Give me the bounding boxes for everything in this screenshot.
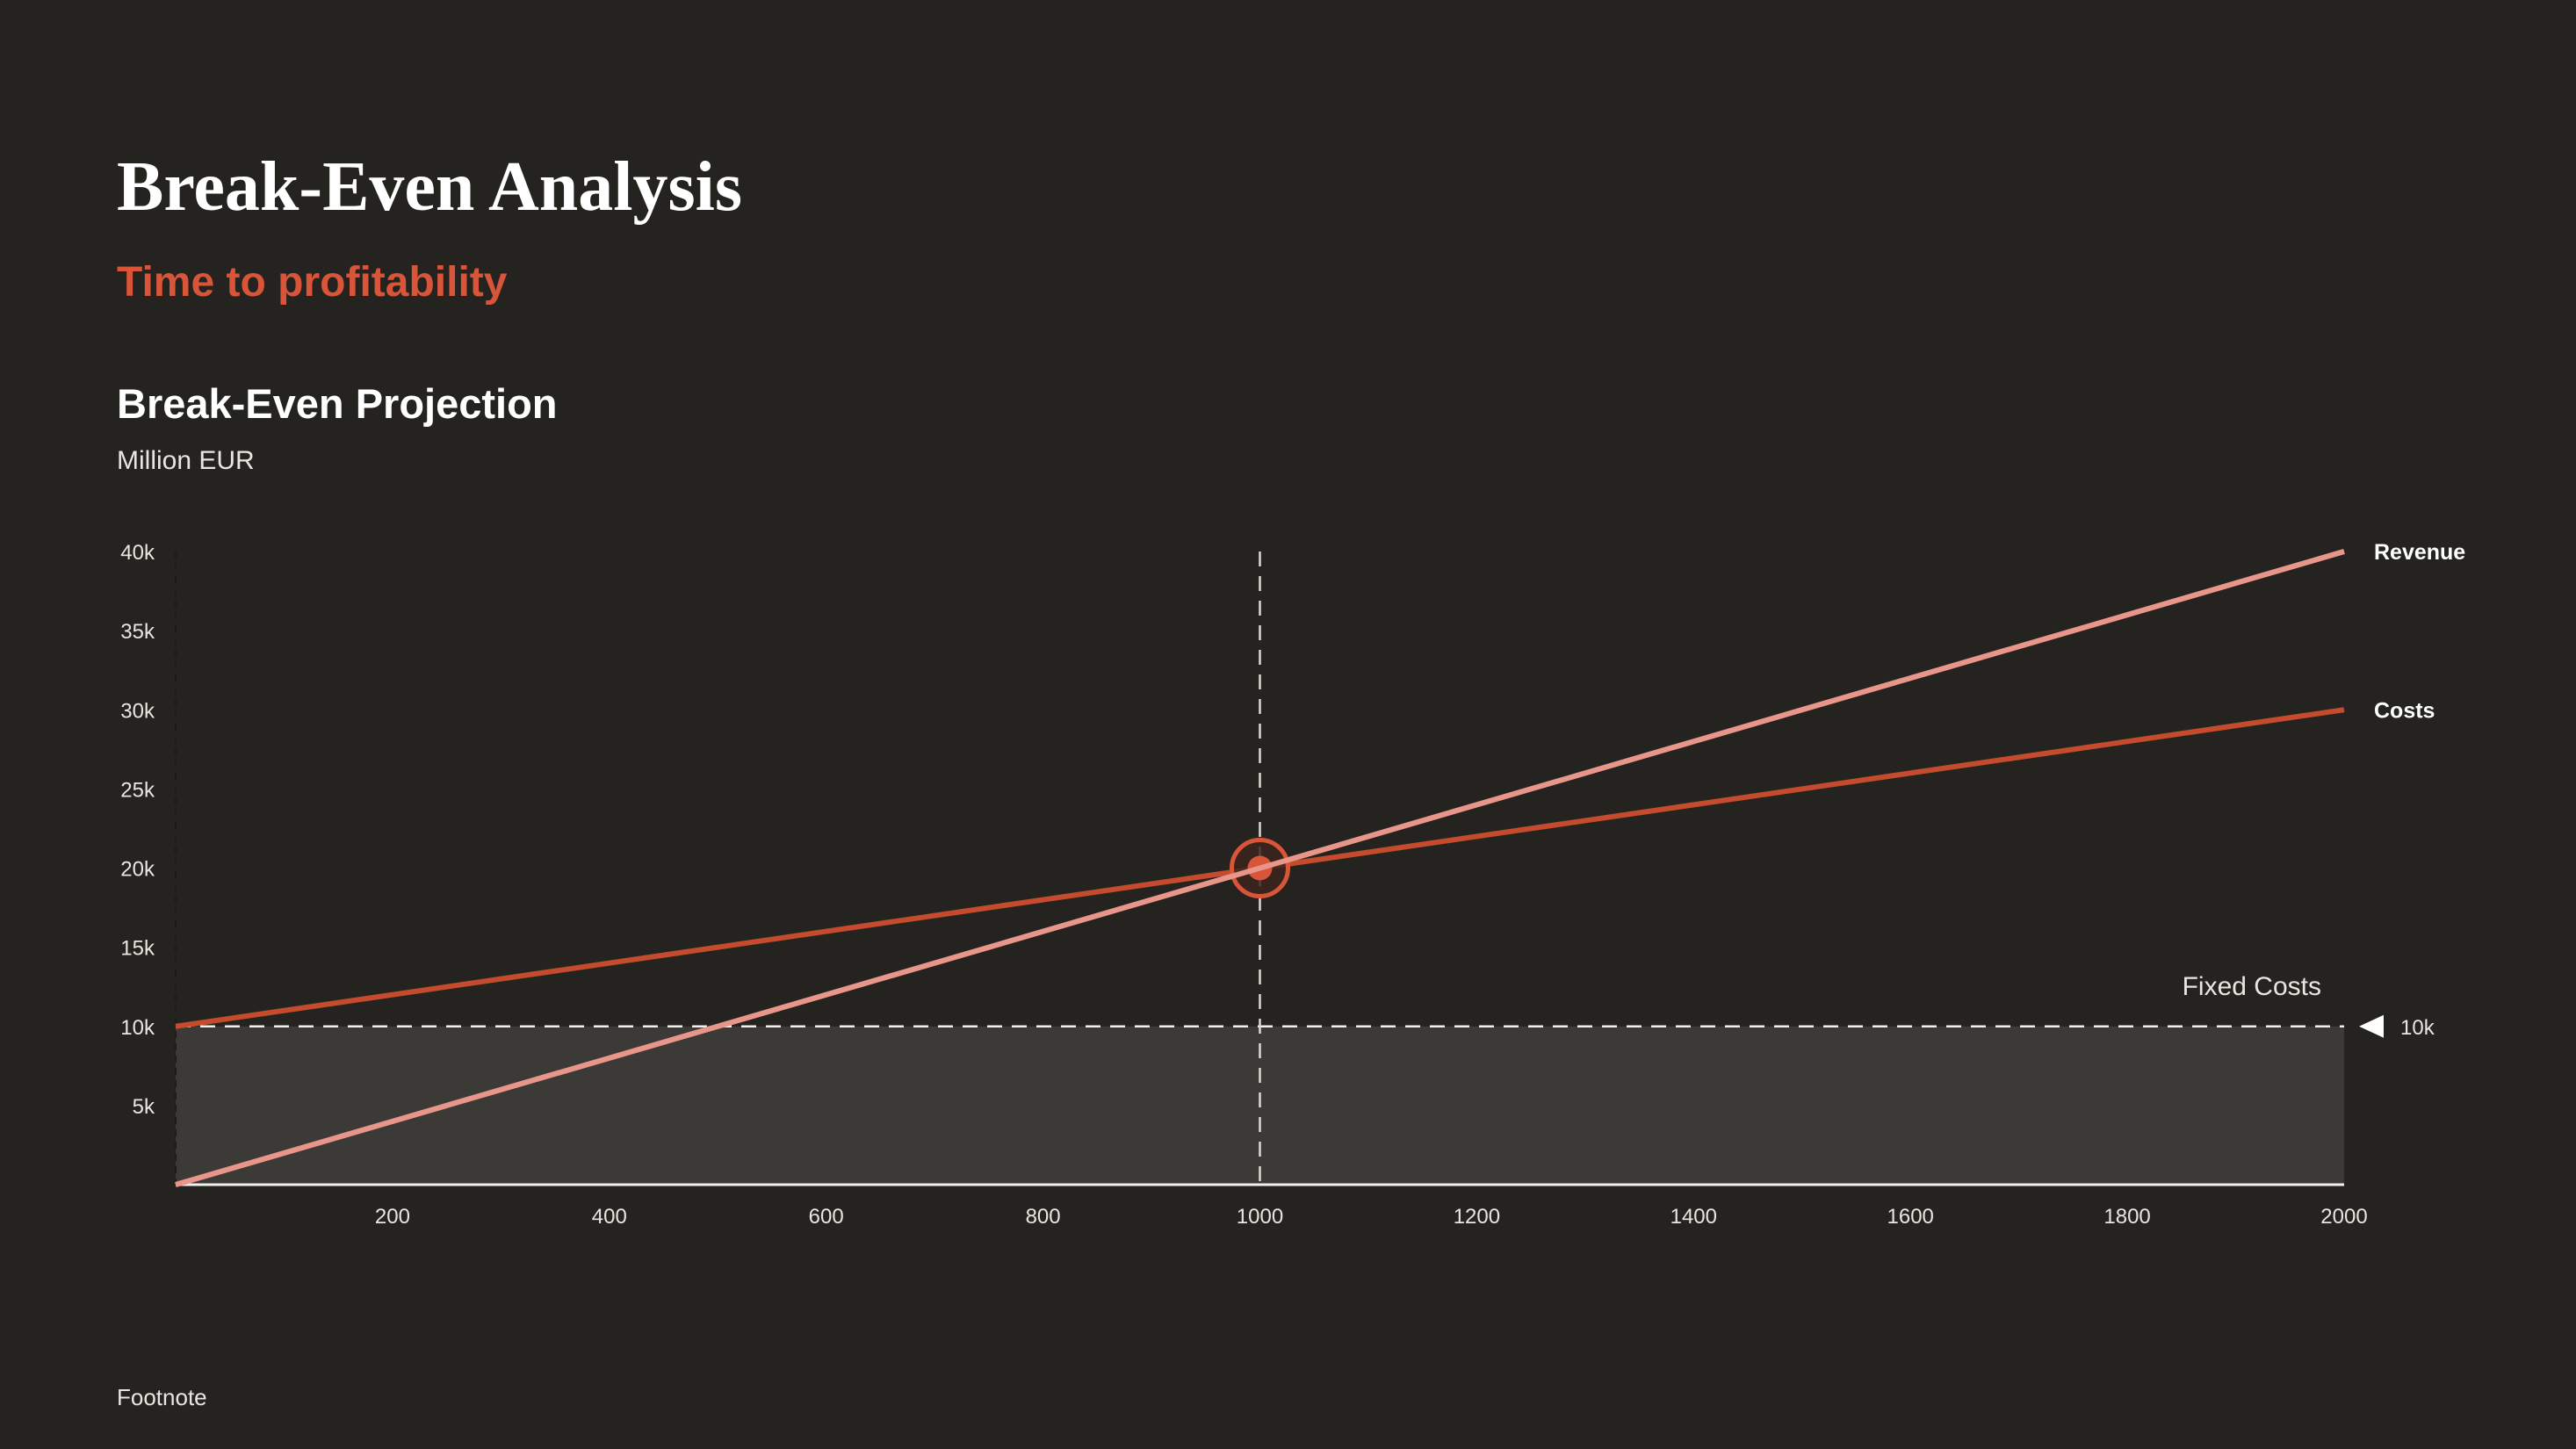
x-tick-label: 2000 (2320, 1205, 2367, 1229)
y-tick-label: 5k (133, 1095, 155, 1119)
x-tick-label: 800 (1026, 1205, 1061, 1229)
y-tick-label: 40k (120, 541, 155, 565)
series-line-revenue-overlay (175, 549, 2345, 1187)
y-axis-unit: Million EUR (117, 446, 255, 475)
y-tick-label: 15k (120, 937, 155, 961)
fixed-costs-label: Fixed Costs (2183, 972, 2321, 1001)
series-label-revenue: Revenue (2374, 540, 2465, 565)
page-title: Break-Even Analysis (117, 148, 742, 226)
x-tick-label: 1800 (2103, 1205, 2150, 1229)
x-tick-label: 1400 (1670, 1205, 1717, 1229)
x-tick-label: 1000 (1237, 1205, 1283, 1229)
x-tick-label: 1600 (1887, 1205, 1934, 1229)
y-tick-label: 20k (120, 858, 155, 882)
footnote: Footnote (117, 1384, 207, 1410)
y-tick-label: 35k (120, 620, 155, 644)
y-tick-label: 25k (120, 778, 155, 802)
series-label-costs: Costs (2374, 698, 2435, 723)
x-tick-label: 1200 (1454, 1205, 1500, 1229)
fixed-costs-pointer-icon (2359, 1014, 2384, 1038)
x-tick-label: 600 (809, 1205, 844, 1229)
x-tick-label: 400 (592, 1205, 627, 1229)
fixed-costs-value-label: 10k (2400, 1016, 2435, 1040)
chart-title: Break-Even Projection (117, 380, 558, 427)
y-tick-label: 10k (120, 1016, 155, 1040)
y-tick-label: 30k (120, 699, 155, 723)
x-tick-label: 200 (375, 1205, 410, 1229)
page-subtitle: Time to profitability (117, 259, 508, 306)
